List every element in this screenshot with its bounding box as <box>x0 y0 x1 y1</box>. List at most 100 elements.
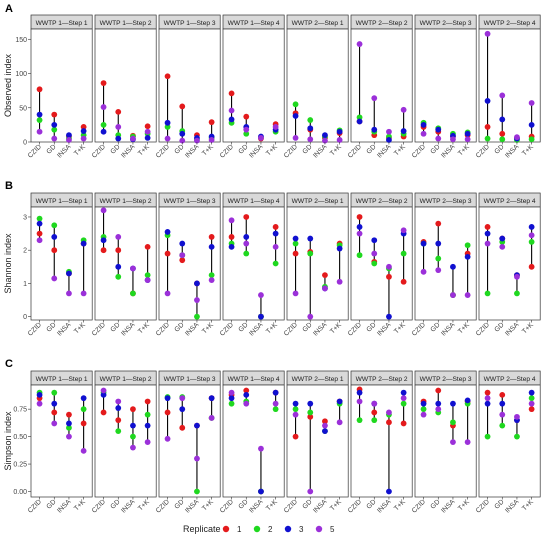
data-point <box>322 428 328 435</box>
data-point <box>208 415 215 421</box>
data-point <box>292 113 299 119</box>
x-tick-label: T+K <box>73 143 87 157</box>
data-point <box>336 398 343 405</box>
x-tick-label: T+K <box>521 321 535 335</box>
x-tick-label: T+K <box>201 321 215 335</box>
data-point <box>400 278 407 285</box>
data-point <box>386 128 392 135</box>
data-point <box>36 220 43 227</box>
data-point <box>80 240 87 247</box>
data-point <box>356 389 363 396</box>
data-point <box>228 243 235 250</box>
data-point <box>228 107 235 114</box>
data-point <box>292 134 299 141</box>
data-point <box>307 235 314 242</box>
data-point <box>499 400 506 407</box>
legend-label: 3 <box>299 525 304 534</box>
data-point <box>292 240 299 247</box>
data-point <box>464 439 471 445</box>
y-tick-label: 0.50 <box>13 434 27 441</box>
legend-label: 1 <box>237 525 242 534</box>
facet-title: WWTP 2—Step 2 <box>356 198 408 205</box>
data-point <box>115 124 122 130</box>
data-point <box>36 237 43 244</box>
data-point <box>208 272 215 279</box>
data-point <box>144 422 151 429</box>
x-tick-label: INSA <box>248 498 264 514</box>
facet-title: WWTP 2—Step 2 <box>356 20 408 27</box>
data-point <box>464 242 471 249</box>
legend: Replicate 1 2 3 5 <box>183 524 335 534</box>
data-point <box>51 400 58 407</box>
y-tick-label: 0.25 <box>13 462 27 469</box>
data-point <box>435 240 442 247</box>
x-tick-label: INSA <box>312 143 328 159</box>
x-tick-label: INSA <box>184 321 200 337</box>
facet-title: WWTP 1—Step 2 <box>100 20 152 27</box>
data-point <box>179 424 186 431</box>
data-point <box>400 250 407 257</box>
x-tick-label: CZID <box>219 321 235 337</box>
data-point <box>36 117 43 123</box>
x-tick-label: T+K <box>73 321 87 335</box>
data-point <box>514 134 520 141</box>
data-point <box>484 124 491 130</box>
data-point <box>307 488 314 495</box>
x-tick-label: INSA <box>440 321 456 337</box>
data-point <box>164 135 171 142</box>
panel-label: A <box>5 3 13 15</box>
x-tick-label: T+K <box>393 321 407 335</box>
data-point <box>322 137 328 144</box>
data-point <box>164 290 171 297</box>
data-point <box>484 395 491 402</box>
data-point <box>115 247 122 254</box>
legend-label: 2 <box>268 525 273 534</box>
data-point <box>499 235 506 242</box>
x-tick-label: T+K <box>393 143 407 157</box>
data-point <box>307 125 314 132</box>
data-point <box>484 433 491 440</box>
data-point <box>144 128 151 135</box>
data-point <box>336 128 343 135</box>
data-point <box>322 418 328 425</box>
facet-title: WWTP 2—Step 3 <box>420 198 472 205</box>
data-point <box>420 411 427 418</box>
data-point <box>100 247 107 254</box>
x-tick-label: CZID <box>411 143 427 159</box>
facet-title: WWTP 1—Step 3 <box>164 376 216 383</box>
x-tick-label: CZID <box>27 143 43 159</box>
facet-title: WWTP 1—Step 4 <box>228 198 280 205</box>
data-point <box>420 240 427 247</box>
data-point <box>499 116 506 123</box>
data-point <box>100 237 107 244</box>
data-point <box>243 400 250 407</box>
data-point <box>228 116 235 123</box>
data-point <box>528 395 535 402</box>
data-point <box>36 86 43 93</box>
data-point <box>464 397 471 404</box>
data-point <box>258 134 264 141</box>
data-point <box>130 406 136 413</box>
data-point <box>208 395 215 402</box>
facet-title: WWTP 1—Step 1 <box>36 198 88 205</box>
x-tick-label: CZID <box>155 321 171 337</box>
data-point <box>36 400 43 407</box>
x-tick-label: T+K <box>521 498 535 512</box>
data-point <box>194 280 200 287</box>
data-point <box>322 132 328 139</box>
facet-frame <box>286 206 349 321</box>
data-point <box>356 114 363 121</box>
data-point <box>100 387 107 394</box>
legend-swatch <box>284 525 292 533</box>
facet-title: WWTP 1—Step 4 <box>228 376 280 383</box>
data-point <box>484 290 491 297</box>
data-point <box>322 285 328 292</box>
y-tick-label: 150 <box>15 37 27 44</box>
data-point <box>66 424 72 431</box>
x-tick-label: INSA <box>504 498 520 514</box>
